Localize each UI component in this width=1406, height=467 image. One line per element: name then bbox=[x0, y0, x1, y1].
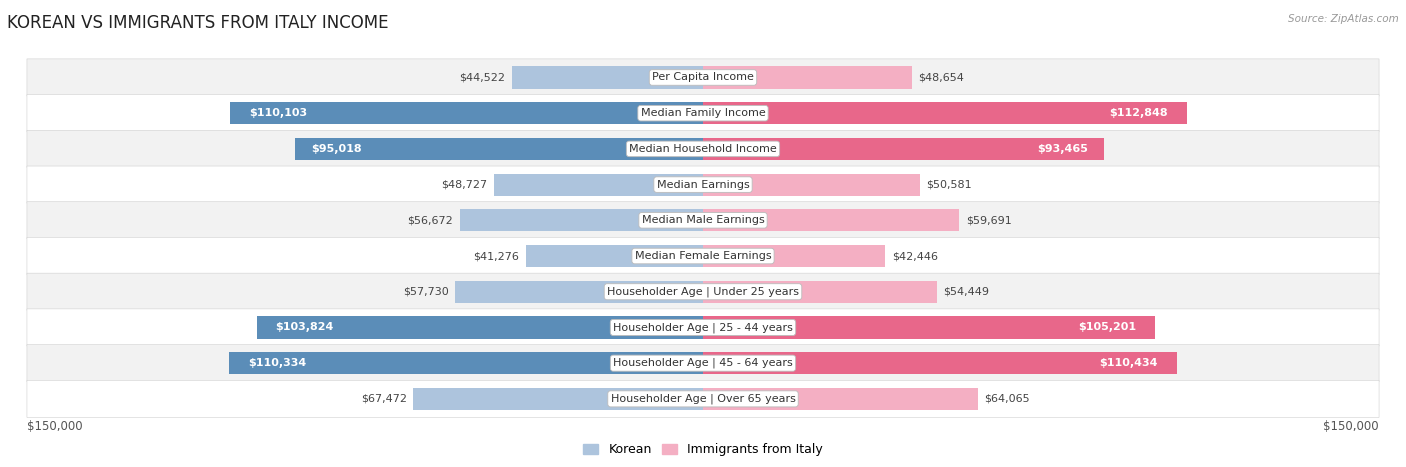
Text: $59,691: $59,691 bbox=[966, 215, 1011, 225]
Bar bbox=[257, 316, 703, 339]
Bar bbox=[703, 245, 886, 267]
Bar bbox=[460, 209, 703, 231]
Text: Median Female Earnings: Median Female Earnings bbox=[634, 251, 772, 261]
FancyBboxPatch shape bbox=[27, 309, 1379, 346]
FancyBboxPatch shape bbox=[27, 166, 1379, 203]
Text: $103,824: $103,824 bbox=[276, 322, 333, 333]
Bar bbox=[231, 102, 703, 124]
Text: $110,103: $110,103 bbox=[249, 108, 308, 118]
Text: Per Capita Income: Per Capita Income bbox=[652, 72, 754, 83]
Text: Source: ZipAtlas.com: Source: ZipAtlas.com bbox=[1288, 14, 1399, 24]
Text: $44,522: $44,522 bbox=[460, 72, 505, 83]
Text: Householder Age | Over 65 years: Householder Age | Over 65 years bbox=[610, 394, 796, 404]
Text: KOREAN VS IMMIGRANTS FROM ITALY INCOME: KOREAN VS IMMIGRANTS FROM ITALY INCOME bbox=[7, 14, 388, 32]
Text: $93,465: $93,465 bbox=[1038, 144, 1088, 154]
FancyBboxPatch shape bbox=[27, 273, 1379, 310]
Text: Median Earnings: Median Earnings bbox=[657, 180, 749, 190]
Bar bbox=[703, 316, 1154, 339]
Text: Householder Age | 25 - 44 years: Householder Age | 25 - 44 years bbox=[613, 322, 793, 333]
Bar bbox=[295, 138, 703, 160]
Text: $64,065: $64,065 bbox=[984, 394, 1031, 404]
Bar bbox=[413, 388, 703, 410]
Text: $50,581: $50,581 bbox=[927, 180, 972, 190]
FancyBboxPatch shape bbox=[27, 380, 1379, 417]
Bar bbox=[703, 174, 920, 196]
Bar bbox=[703, 138, 1104, 160]
Text: Median Family Income: Median Family Income bbox=[641, 108, 765, 118]
Text: $54,449: $54,449 bbox=[943, 287, 990, 297]
Text: $48,727: $48,727 bbox=[441, 180, 488, 190]
Text: $67,472: $67,472 bbox=[361, 394, 406, 404]
FancyBboxPatch shape bbox=[27, 345, 1379, 382]
Text: Median Male Earnings: Median Male Earnings bbox=[641, 215, 765, 225]
Text: Median Household Income: Median Household Income bbox=[628, 144, 778, 154]
FancyBboxPatch shape bbox=[27, 237, 1379, 275]
Text: Householder Age | Under 25 years: Householder Age | Under 25 years bbox=[607, 286, 799, 297]
Bar bbox=[526, 245, 703, 267]
Text: $112,848: $112,848 bbox=[1109, 108, 1168, 118]
Bar bbox=[703, 209, 959, 231]
Bar bbox=[703, 388, 979, 410]
Bar bbox=[229, 352, 703, 374]
Bar bbox=[512, 66, 703, 89]
Bar bbox=[703, 66, 912, 89]
Text: $48,654: $48,654 bbox=[918, 72, 965, 83]
Text: Householder Age | 45 - 64 years: Householder Age | 45 - 64 years bbox=[613, 358, 793, 368]
Text: $110,434: $110,434 bbox=[1099, 358, 1159, 368]
Bar bbox=[703, 102, 1188, 124]
FancyBboxPatch shape bbox=[27, 130, 1379, 168]
Bar bbox=[703, 352, 1177, 374]
Text: $150,000: $150,000 bbox=[1323, 420, 1379, 433]
Bar bbox=[456, 281, 703, 303]
FancyBboxPatch shape bbox=[27, 59, 1379, 96]
FancyBboxPatch shape bbox=[27, 95, 1379, 132]
Legend: Korean, Immigrants from Italy: Korean, Immigrants from Italy bbox=[578, 439, 828, 461]
Text: $150,000: $150,000 bbox=[27, 420, 83, 433]
Text: $56,672: $56,672 bbox=[408, 215, 453, 225]
Text: $57,730: $57,730 bbox=[404, 287, 449, 297]
Text: $110,334: $110,334 bbox=[249, 358, 307, 368]
Bar bbox=[703, 281, 936, 303]
Text: $95,018: $95,018 bbox=[312, 144, 363, 154]
Bar bbox=[494, 174, 703, 196]
Text: $41,276: $41,276 bbox=[474, 251, 519, 261]
FancyBboxPatch shape bbox=[27, 202, 1379, 239]
Text: $105,201: $105,201 bbox=[1078, 322, 1136, 333]
Text: $42,446: $42,446 bbox=[891, 251, 938, 261]
